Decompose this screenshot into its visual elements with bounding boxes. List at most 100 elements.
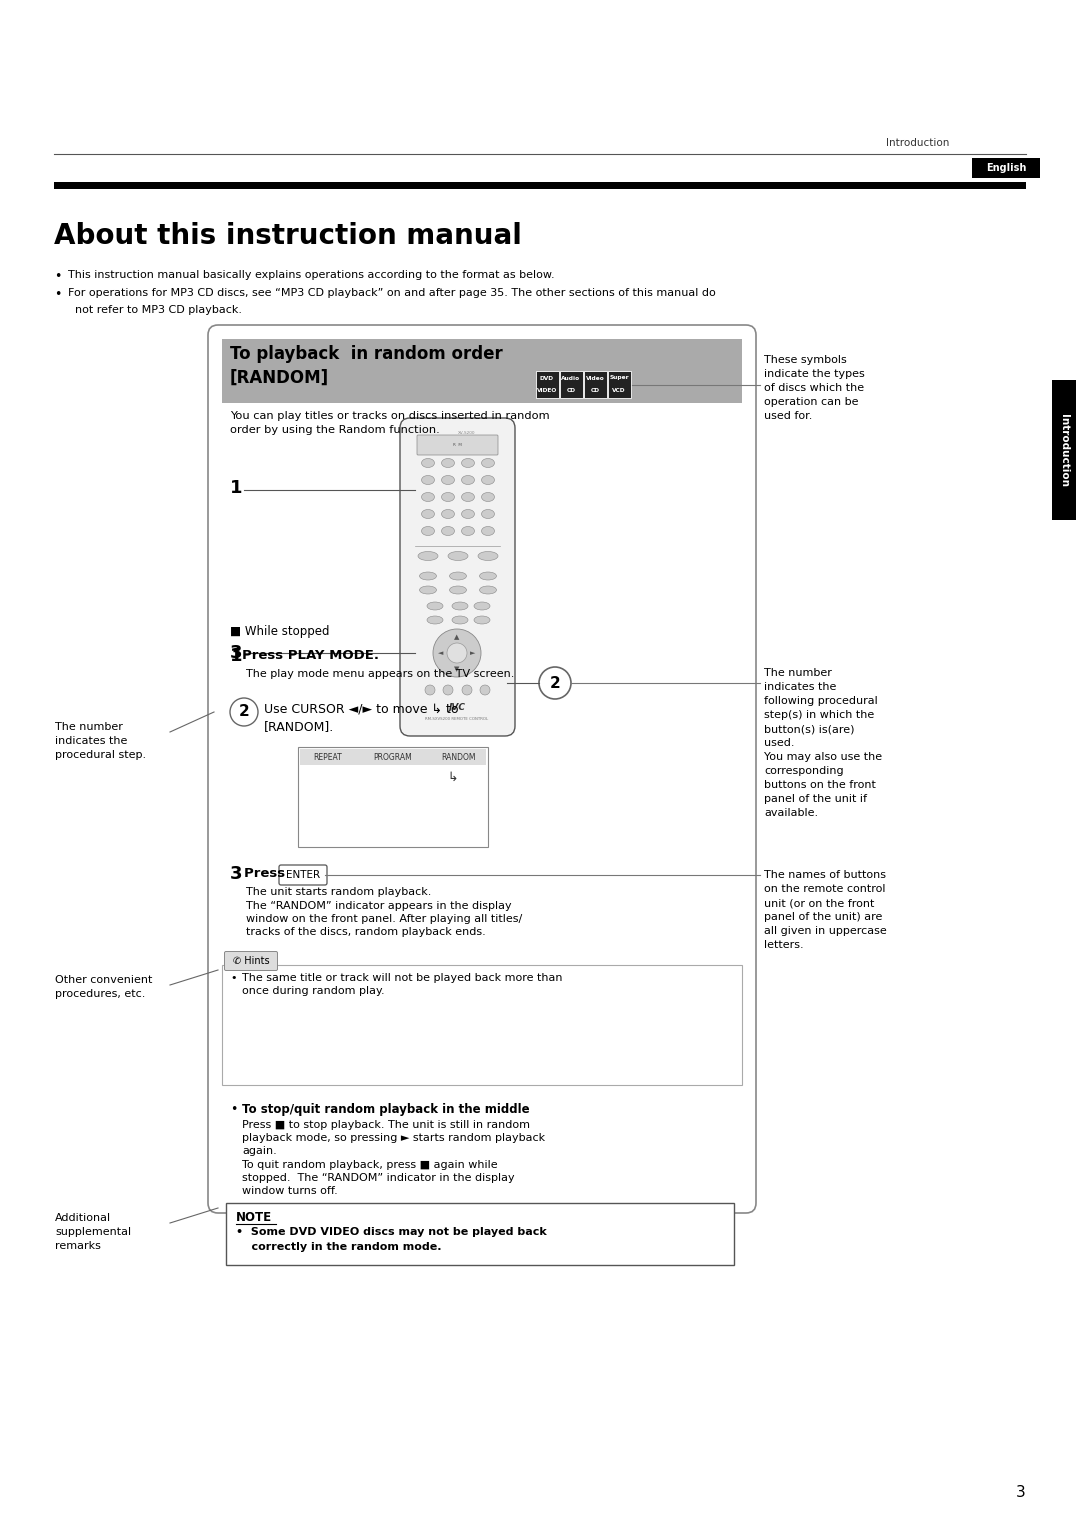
Text: CD: CD — [591, 388, 599, 393]
Text: NOTE: NOTE — [237, 1212, 272, 1224]
Ellipse shape — [442, 475, 455, 484]
Ellipse shape — [478, 552, 498, 561]
Ellipse shape — [482, 527, 495, 535]
Ellipse shape — [461, 527, 474, 535]
Text: ►: ► — [470, 649, 475, 656]
Text: RANDOM: RANDOM — [441, 752, 475, 761]
Text: Press: Press — [244, 866, 289, 880]
Text: VIDEO: VIDEO — [537, 388, 557, 393]
Text: DVD: DVD — [540, 376, 554, 380]
Text: The names of buttons
on the remote control
unit (or on the front
panel of the un: The names of buttons on the remote contr… — [764, 869, 887, 950]
Text: REPEAT: REPEAT — [313, 752, 342, 761]
Text: ◄: ◄ — [438, 649, 444, 656]
Text: Use CURSOR ◄/► to move ↳ to: Use CURSOR ◄/► to move ↳ to — [264, 701, 459, 715]
Text: correctly in the random mode.: correctly in the random mode. — [237, 1242, 442, 1251]
Circle shape — [443, 685, 453, 695]
FancyBboxPatch shape — [559, 370, 582, 397]
Text: 2: 2 — [550, 675, 561, 691]
Ellipse shape — [480, 571, 497, 581]
FancyBboxPatch shape — [54, 182, 1026, 189]
Text: Super: Super — [609, 376, 629, 380]
FancyBboxPatch shape — [300, 749, 486, 766]
Text: To quit random playback, press ■ again while
stopped.  The “RANDOM” indicator in: To quit random playback, press ■ again w… — [242, 1160, 515, 1196]
Circle shape — [447, 643, 467, 663]
FancyBboxPatch shape — [298, 747, 488, 847]
Text: CD: CD — [567, 388, 576, 393]
Text: ✆ Hints: ✆ Hints — [232, 957, 269, 966]
Ellipse shape — [421, 492, 434, 501]
Ellipse shape — [482, 509, 495, 518]
Text: The play mode menu appears on the TV screen.: The play mode menu appears on the TV scr… — [246, 669, 514, 678]
Text: [RANDOM].: [RANDOM]. — [264, 720, 334, 733]
Ellipse shape — [474, 602, 490, 610]
Text: 3: 3 — [230, 643, 243, 662]
Text: •: • — [230, 973, 237, 983]
Text: This instruction manual basically explains operations according to the format as: This instruction manual basically explai… — [68, 270, 555, 280]
Text: For operations for MP3 CD discs, see “MP3 CD playback” on and after page 35. The: For operations for MP3 CD discs, see “MP… — [68, 287, 716, 298]
Text: 2: 2 — [239, 704, 249, 720]
FancyBboxPatch shape — [222, 339, 742, 403]
Ellipse shape — [421, 509, 434, 518]
Text: Press PLAY MODE.: Press PLAY MODE. — [242, 649, 379, 662]
Ellipse shape — [427, 602, 443, 610]
Ellipse shape — [482, 475, 495, 484]
FancyBboxPatch shape — [225, 952, 278, 970]
FancyBboxPatch shape — [417, 435, 498, 455]
Text: XV-S200: XV-S200 — [458, 431, 476, 435]
Text: [RANDOM]: [RANDOM] — [230, 368, 329, 387]
Text: The “RANDOM” indicator appears in the display
window on the front panel. After p: The “RANDOM” indicator appears in the di… — [246, 902, 523, 937]
Ellipse shape — [461, 492, 474, 501]
Text: The number
indicates the
procedural step.: The number indicates the procedural step… — [55, 723, 146, 759]
Ellipse shape — [419, 587, 436, 594]
Ellipse shape — [461, 475, 474, 484]
FancyBboxPatch shape — [972, 157, 1040, 177]
Circle shape — [539, 668, 571, 698]
Ellipse shape — [482, 492, 495, 501]
Text: Additional
supplemental
remarks: Additional supplemental remarks — [55, 1213, 131, 1251]
Ellipse shape — [461, 509, 474, 518]
Circle shape — [480, 685, 490, 695]
Text: Press ■ to stop playback. The unit is still in random
playback mode, so pressing: Press ■ to stop playback. The unit is st… — [242, 1120, 545, 1157]
Text: To playback  in random order: To playback in random order — [230, 345, 503, 364]
Ellipse shape — [442, 458, 455, 468]
Text: About this instruction manual: About this instruction manual — [54, 222, 522, 251]
Text: •: • — [54, 287, 62, 301]
Text: 3: 3 — [1016, 1485, 1026, 1500]
Text: These symbols
indicate the types
of discs which the
operation can be
used for.: These symbols indicate the types of disc… — [764, 354, 865, 422]
Text: You can play titles or tracks on discs inserted in random
order by using the Ran: You can play titles or tracks on discs i… — [230, 411, 550, 435]
Text: ▼: ▼ — [455, 666, 460, 672]
Ellipse shape — [427, 616, 443, 623]
Text: The same title or track will not be played back more than
once during random pla: The same title or track will not be play… — [242, 973, 563, 996]
Text: The number
indicates the
following procedural
step(s) in which the
button(s) is(: The number indicates the following proce… — [764, 668, 882, 817]
Text: RM-SXVS200 REMOTE CONTROL: RM-SXVS200 REMOTE CONTROL — [426, 717, 488, 721]
Circle shape — [462, 685, 472, 695]
FancyBboxPatch shape — [607, 370, 631, 397]
Ellipse shape — [421, 475, 434, 484]
Text: PROGRAM: PROGRAM — [374, 752, 413, 761]
Ellipse shape — [474, 616, 490, 623]
Text: •: • — [230, 1103, 238, 1115]
Ellipse shape — [418, 552, 438, 561]
Circle shape — [433, 630, 481, 677]
Ellipse shape — [449, 587, 467, 594]
Text: ■ While stopped: ■ While stopped — [230, 625, 329, 639]
Text: •  Some DVD VIDEO discs may not be played back: • Some DVD VIDEO discs may not be played… — [237, 1227, 546, 1238]
Circle shape — [230, 698, 258, 726]
Ellipse shape — [461, 458, 474, 468]
Ellipse shape — [448, 552, 468, 561]
FancyBboxPatch shape — [208, 325, 756, 1213]
Text: 1: 1 — [230, 646, 243, 665]
Text: ENTER: ENTER — [286, 869, 320, 880]
Ellipse shape — [419, 571, 436, 581]
Ellipse shape — [442, 509, 455, 518]
Text: ▲: ▲ — [455, 634, 460, 640]
FancyBboxPatch shape — [226, 1203, 734, 1265]
Ellipse shape — [453, 616, 468, 623]
Text: 1: 1 — [230, 478, 243, 497]
FancyBboxPatch shape — [222, 966, 742, 1085]
Text: R  M: R M — [453, 443, 461, 448]
Ellipse shape — [453, 602, 468, 610]
Text: The unit starts random playback.: The unit starts random playback. — [246, 886, 431, 897]
FancyBboxPatch shape — [279, 865, 327, 885]
Text: ↳: ↳ — [448, 772, 458, 784]
